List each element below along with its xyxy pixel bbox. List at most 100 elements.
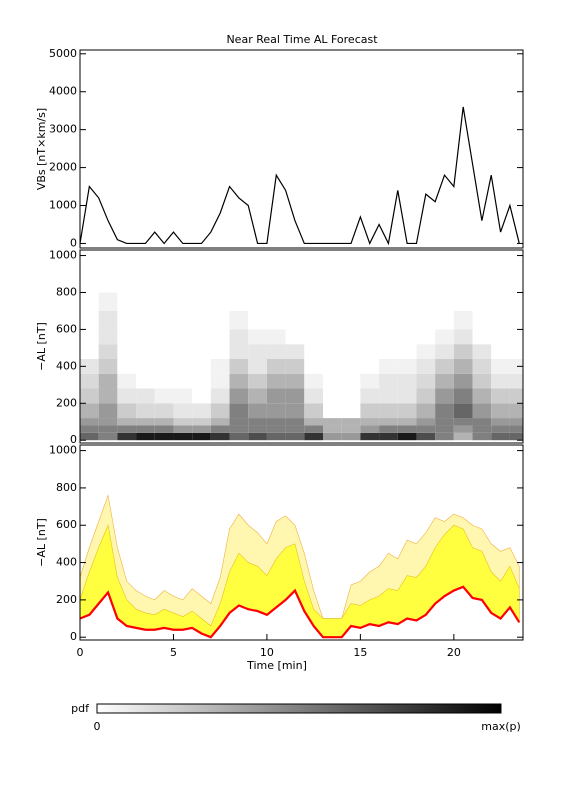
heat-cell [285,373,305,389]
heat-cell [98,358,118,374]
heat-cell [397,358,417,374]
heat-cell [509,344,523,359]
heat-cell [248,310,267,330]
heat-cell [98,403,118,419]
heat-cell [154,373,174,389]
heat-cell [136,432,155,441]
heat-cell [360,329,380,345]
heat-cell [192,329,211,345]
heat-cell [509,329,523,345]
heat-cell [98,344,118,359]
heat-cell [491,310,510,330]
heat-cell [379,358,398,374]
colorbar [96,703,502,714]
heat-cell [453,358,473,374]
heat-cell [173,329,193,345]
heat-cell [360,425,380,433]
heat-cell [472,292,492,311]
heat-cell [472,403,492,419]
heat-cell [136,358,155,374]
heat-cell [266,388,286,404]
heat-cell [416,373,436,389]
heat-cell [416,403,436,419]
heat-cell [341,329,361,345]
heat-cell [266,344,286,359]
heat-cell [472,344,492,359]
heat-cell [98,425,118,433]
heat-cell [154,432,174,441]
heat-cell [360,358,380,374]
y-tick-label: 1000 [49,444,77,457]
heat-cell [80,432,99,441]
heat-cell [98,432,118,441]
heat-cell [341,344,361,359]
heat-cell [341,425,361,433]
heat-cell [397,432,417,441]
heat-cell [453,344,473,359]
heat-cell [192,418,211,426]
heat-cell [210,432,230,441]
heat-cell [210,310,230,330]
heat-cell [136,344,155,359]
heat-cell [509,388,523,404]
heat-cell [397,292,417,311]
heat-cell [435,310,454,330]
heat-cell [322,432,342,441]
y-tick-label: 3000 [49,123,77,136]
y-tick-label: 5000 [49,47,77,60]
heat-cell [491,344,510,359]
heat-cell [435,432,454,441]
heat-cell [360,344,380,359]
heat-cell [192,292,211,311]
heat-cell [416,344,436,359]
heat-cell [136,388,155,404]
heat-cell [117,432,137,441]
heat-cell [229,425,249,433]
heat-cell [173,373,193,389]
heat-cell [341,418,361,426]
heat-cell [322,344,342,359]
heat-cell [341,310,361,330]
heat-cell [173,310,193,330]
heat-cell [192,388,211,404]
heat-cell [416,418,436,426]
heat-cell [173,292,193,311]
y-tick-label: 800 [56,285,77,298]
heat-cell [435,292,454,311]
y-axis-label: −AL [nT] [35,518,48,567]
heat-cell [435,388,454,404]
heat-cell [304,425,323,433]
x-tick-label: 15 [353,646,367,659]
heat-cell [322,418,342,426]
heat-cell [416,425,436,433]
heat-cell [117,292,137,311]
heat-cell [229,432,249,441]
heat-cell [229,358,249,374]
y-tick-label: 4000 [49,85,77,98]
heat-cell [341,388,361,404]
heat-cell [210,425,230,433]
heat-cell [210,329,230,345]
heat-cell [360,388,380,404]
heat-cell [322,358,342,374]
heat-cell [117,329,137,345]
heat-cell [472,432,492,441]
heat-cell [416,388,436,404]
heat-cell [229,373,249,389]
heat-cell [304,329,323,345]
heat-cell [285,432,305,441]
heat-cell [453,418,473,426]
heat-cell [322,292,342,311]
heat-cell [154,388,174,404]
axes-box [79,49,524,249]
heat-cell [192,310,211,330]
heat-cell [491,292,510,311]
heat-cell [80,329,99,345]
heat-cell [173,388,193,404]
heat-cell [154,403,174,419]
heat-cell [322,329,342,345]
median-line [80,585,521,639]
heat-cell [341,292,361,311]
heat-cell [472,358,492,374]
